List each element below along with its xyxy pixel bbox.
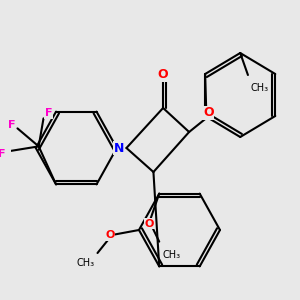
Text: F: F [0, 149, 6, 159]
Text: O: O [145, 219, 154, 229]
Text: O: O [203, 106, 214, 119]
Text: F: F [45, 108, 52, 118]
Text: O: O [105, 230, 115, 240]
Text: CH₃: CH₃ [162, 250, 180, 260]
Text: O: O [158, 68, 168, 82]
Text: F: F [8, 120, 15, 130]
Text: CH₃: CH₃ [251, 83, 269, 93]
Text: CH₃: CH₃ [77, 258, 95, 268]
Text: N: N [113, 142, 124, 154]
